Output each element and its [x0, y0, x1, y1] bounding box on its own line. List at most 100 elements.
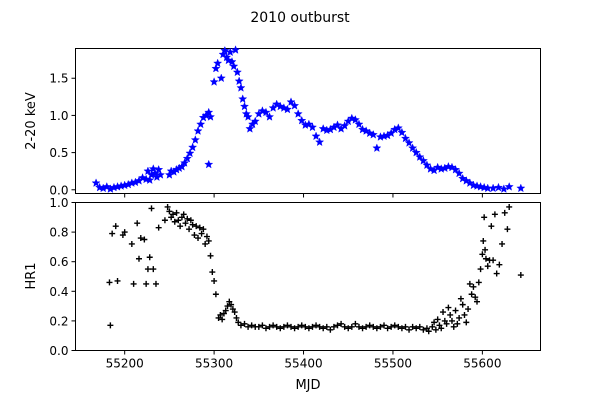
hr1-point: [482, 246, 489, 253]
flux-point: [220, 45, 230, 55]
hr1-point: [402, 323, 409, 330]
hr1-point: [491, 211, 498, 218]
flux-point: [332, 120, 343, 129]
hr1-point: [461, 311, 468, 318]
flux-point: [213, 58, 223, 68]
hr1-point: [191, 232, 198, 239]
top-panel-frame: [75, 48, 541, 194]
bottom-panel-ytick-label: 0.8: [49, 226, 68, 240]
hr1-point: [291, 325, 298, 332]
hr1-point: [130, 280, 137, 287]
hr1-point: [398, 325, 405, 332]
flux-point: [272, 99, 282, 109]
flux-point: [465, 178, 475, 187]
hr1-point: [454, 320, 461, 327]
flux-point: [454, 168, 464, 178]
flux-point: [239, 101, 250, 111]
hr1-point: [479, 251, 486, 258]
hr1-point: [373, 325, 380, 332]
flux-point: [350, 115, 360, 124]
flux-point: [182, 153, 192, 163]
hr1-point: [135, 255, 142, 262]
hr1-point: [141, 236, 148, 243]
flux-point: [148, 164, 158, 173]
flux-point: [196, 119, 206, 129]
hr1-point: [501, 209, 508, 216]
hr1-point: [334, 322, 341, 329]
hr1-point: [184, 215, 191, 222]
bottom-panel-ylabel: HR1: [24, 262, 39, 289]
hr1-point: [177, 223, 184, 230]
hr1-point: [482, 255, 489, 262]
hr1-point: [395, 323, 402, 330]
flux-point: [204, 159, 214, 169]
flux-point: [297, 115, 307, 125]
flux-point: [185, 148, 195, 158]
bottom-panel-frame: [75, 202, 541, 351]
hr1-point: [338, 320, 345, 327]
hr1-point: [237, 322, 244, 329]
hr1-point: [370, 323, 377, 330]
flux-point: [234, 76, 244, 86]
hr1-point: [466, 280, 473, 287]
flux-point: [354, 119, 364, 129]
hr1-point: [259, 322, 266, 329]
flux-point: [145, 175, 155, 184]
bottom-panel-ytick-label: 0.0: [49, 344, 68, 358]
hr1-point: [175, 217, 182, 224]
hr1-point: [416, 323, 423, 330]
flux-point: [499, 184, 509, 193]
bottom-panel-xtick-label: 55600: [463, 357, 501, 371]
hr1-point: [456, 314, 463, 321]
bottom-panel-yticks: 0.0 0.2 0.4 0.6 0.8 1.0: [49, 196, 76, 358]
flux-point: [282, 104, 292, 114]
flux-point: [404, 138, 414, 147]
hr1-point: [150, 266, 157, 273]
hr1-point: [205, 237, 212, 244]
hr1-point: [280, 323, 287, 330]
bottom-panel-ytick-label: 0.4: [49, 285, 68, 299]
hr1-point: [496, 261, 503, 268]
hr1-point: [270, 322, 277, 329]
hr1-point: [112, 223, 119, 230]
hr1-point: [359, 325, 366, 332]
hr1-point: [180, 211, 187, 218]
hr1-point: [413, 325, 420, 332]
hr1-point: [121, 229, 128, 236]
hr1-point: [144, 266, 151, 273]
hr1-point: [406, 326, 413, 333]
flux-point: [225, 47, 235, 57]
flux-point: [422, 160, 432, 170]
flux-point: [177, 161, 187, 171]
hr1-point: [450, 323, 457, 330]
flux-point: [400, 133, 411, 143]
flux-point: [155, 170, 165, 179]
hr1-point: [212, 291, 219, 298]
flux-point: [393, 123, 403, 132]
hr1-point: [366, 322, 373, 329]
top-panel-ytick-label: 0.5: [49, 146, 68, 160]
flux-point: [516, 183, 526, 193]
hr1-point: [457, 295, 464, 302]
top-panel-ylabel: 2-20 keV: [24, 92, 39, 150]
hr1-point: [222, 307, 229, 314]
hr1-point: [182, 220, 189, 227]
flux-point: [216, 73, 226, 83]
hr1-point: [109, 230, 116, 237]
hr1-point: [173, 209, 180, 216]
flux-point: [232, 67, 242, 77]
hr1-point: [432, 326, 439, 333]
hr1-point: [309, 323, 316, 330]
flux-point: [461, 176, 471, 185]
hr1-point: [233, 314, 240, 321]
flux-point: [397, 127, 407, 137]
hr1-point: [470, 283, 477, 290]
hr1-point: [284, 322, 291, 329]
bottom-panel-markers: [106, 203, 524, 335]
hr1-point: [345, 325, 352, 332]
flux-point: [458, 173, 468, 183]
hr1-point: [219, 316, 226, 323]
flux-point: [211, 63, 221, 73]
hr1-point: [443, 320, 450, 327]
hr1-point: [171, 218, 178, 225]
